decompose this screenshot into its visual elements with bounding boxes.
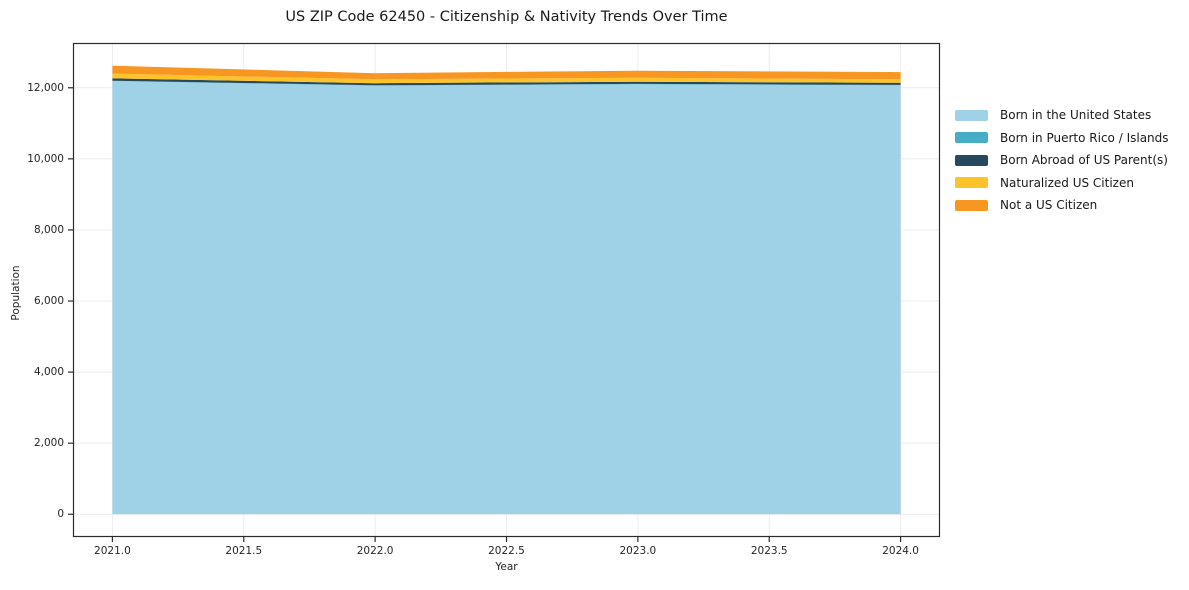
area-series-born-abroad-of-us-parent-s bbox=[112, 78, 901, 86]
area-series-born-in-the-united-states bbox=[112, 81, 901, 515]
x-axis-tick-label: 2022.0 bbox=[356, 545, 394, 557]
legend-swatch-born-in-puerto-rico bbox=[955, 132, 988, 144]
x-axis-tick-label: 2021.5 bbox=[225, 545, 263, 557]
x-axis-tick-label: 2021.0 bbox=[94, 545, 131, 557]
x-axis-tick-label: 2023.0 bbox=[619, 545, 657, 557]
plot-border bbox=[72, 42, 941, 538]
x-axis-tick-label: 2024.0 bbox=[882, 545, 919, 557]
legend-swatch-born-in-us bbox=[955, 109, 988, 121]
chart-title: US ZIP Code 62450 - Citizenship & Nativi… bbox=[285, 9, 728, 25]
y-axis-tick-label: 2,000 bbox=[33, 437, 64, 450]
y-axis-tick-label: 10,000 bbox=[27, 152, 64, 165]
legend-item-naturalized: Naturalized US Citizen bbox=[955, 172, 1169, 195]
area-series-born-in-puerto-rico-islands bbox=[112, 80, 901, 86]
legend-label: Naturalized US Citizen bbox=[1000, 175, 1134, 190]
y-axis-tick-label: 12,000 bbox=[27, 81, 64, 94]
x-axis-tick-label: 2022.5 bbox=[488, 545, 525, 557]
legend: Born in the United States Born in Puerto… bbox=[955, 104, 1169, 217]
y-axis-tick-label: 8,000 bbox=[33, 223, 64, 236]
legend-item-born-abroad: Born Abroad of US Parent(s) bbox=[955, 149, 1169, 172]
legend-label: Born in Puerto Rico / Islands bbox=[1000, 130, 1169, 145]
legend-swatch-not-a-citizen bbox=[955, 199, 988, 211]
legend-swatch-naturalized bbox=[955, 177, 988, 189]
legend-label: Born Abroad of US Parent(s) bbox=[1000, 153, 1168, 168]
y-axis-tick-label: 4,000 bbox=[33, 366, 64, 379]
x-axis-tick-label: 2023.5 bbox=[750, 545, 788, 557]
area-series-naturalized-us-citizen bbox=[112, 73, 901, 84]
legend-label: Not a US Citizen bbox=[1000, 198, 1098, 213]
legend-swatch-born-abroad bbox=[955, 154, 988, 166]
y-axis-tick-label: 0 bbox=[57, 508, 64, 521]
legend-item-not-a-citizen: Not a US Citizen bbox=[955, 194, 1169, 217]
area-series-not-a-us-citizen bbox=[112, 65, 901, 80]
legend-label: Born in the United States bbox=[1000, 108, 1152, 123]
x-axis-label: Year bbox=[495, 561, 518, 573]
y-axis-label: Population bbox=[10, 265, 22, 321]
y-axis-tick-label: 6,000 bbox=[33, 295, 64, 308]
legend-item-born-in-puerto-rico: Born in Puerto Rico / Islands bbox=[955, 127, 1169, 150]
legend-item-born-in-us: Born in the United States bbox=[955, 104, 1169, 127]
